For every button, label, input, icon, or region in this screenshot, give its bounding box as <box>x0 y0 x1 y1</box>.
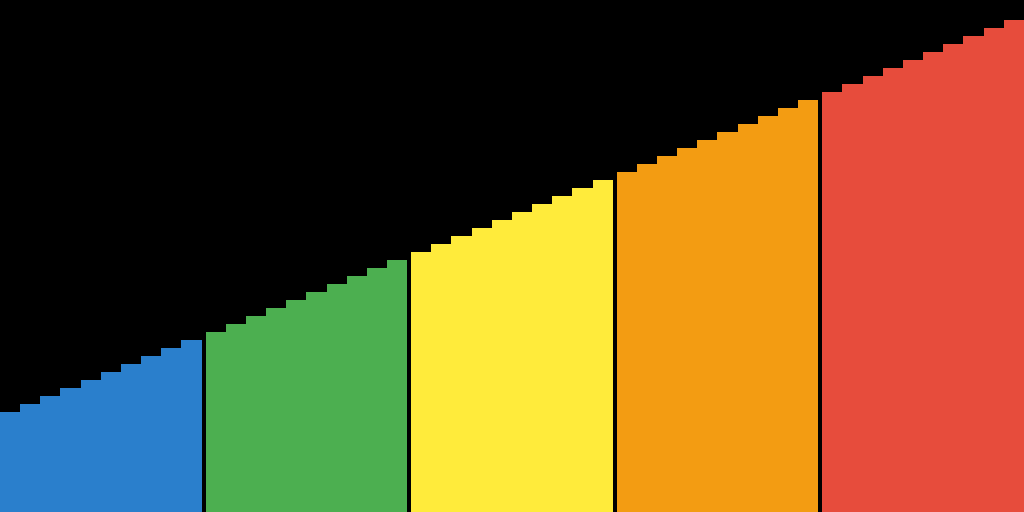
bar <box>963 36 983 512</box>
bar <box>141 356 161 512</box>
bar <box>0 412 20 512</box>
bar <box>101 372 121 512</box>
bar <box>347 276 367 512</box>
bar <box>286 300 306 512</box>
bar <box>637 164 657 512</box>
staircase-bar-chart <box>0 0 1024 512</box>
bar <box>923 52 943 512</box>
bar <box>552 196 572 512</box>
bar <box>798 100 818 512</box>
bar <box>842 84 862 512</box>
bar <box>451 236 471 512</box>
bar <box>717 132 737 512</box>
bar <box>81 380 101 512</box>
bar <box>411 252 431 512</box>
bar <box>40 396 60 512</box>
bar <box>738 124 758 512</box>
bar <box>121 364 141 512</box>
bar <box>181 340 201 512</box>
bar <box>903 60 923 512</box>
bar <box>20 404 40 512</box>
bar <box>593 180 613 512</box>
bar <box>617 172 637 512</box>
bar <box>306 292 326 512</box>
bar <box>226 324 246 512</box>
bar <box>472 228 492 512</box>
bar <box>758 116 778 512</box>
bar <box>246 316 266 512</box>
bar <box>512 212 532 512</box>
bar <box>863 76 883 512</box>
bar <box>492 220 512 512</box>
bar <box>266 308 286 512</box>
bar <box>1004 20 1024 512</box>
bar <box>367 268 387 512</box>
bar <box>161 348 181 512</box>
bar <box>657 156 677 512</box>
bar <box>387 260 407 512</box>
bar <box>327 284 347 512</box>
bar <box>778 108 798 512</box>
bar <box>822 92 842 512</box>
bar <box>60 388 80 512</box>
bar <box>532 204 552 512</box>
bar <box>883 68 903 512</box>
bar <box>206 332 226 512</box>
bar <box>697 140 717 512</box>
bar <box>677 148 697 512</box>
bar <box>572 188 592 512</box>
bar <box>943 44 963 512</box>
bar <box>431 244 451 512</box>
bar <box>984 28 1004 512</box>
